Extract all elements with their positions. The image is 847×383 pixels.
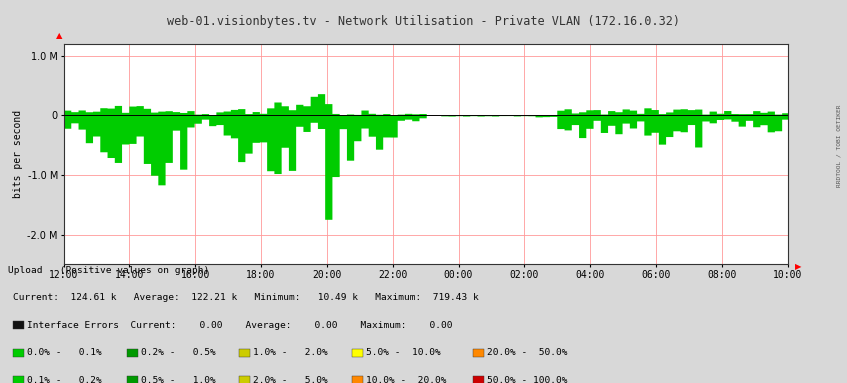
Text: ▶: ▶ xyxy=(794,262,801,271)
Text: 0.1% -   0.2%: 0.1% - 0.2% xyxy=(27,376,102,383)
Y-axis label: bits per second: bits per second xyxy=(14,110,24,198)
Text: Interface Errors  Current:    0.00    Average:    0.00    Maximum:    0.00: Interface Errors Current: 0.00 Average: … xyxy=(27,321,452,330)
Text: 0.5% -   1.0%: 0.5% - 1.0% xyxy=(141,376,216,383)
Text: 5.0% -  10.0%: 5.0% - 10.0% xyxy=(366,348,440,357)
Text: ▲: ▲ xyxy=(56,31,63,40)
Text: 0.2% -   0.5%: 0.2% - 0.5% xyxy=(141,348,216,357)
Text: 20.0% -  50.0%: 20.0% - 50.0% xyxy=(487,348,567,357)
Text: web-01.visionbytes.tv - Network Utilisation - Private VLAN (172.16.0.32): web-01.visionbytes.tv - Network Utilisat… xyxy=(167,15,680,28)
Text: 0.0% -   0.1%: 0.0% - 0.1% xyxy=(27,348,102,357)
Text: 2.0% -   5.0%: 2.0% - 5.0% xyxy=(253,376,328,383)
Text: Upload   (Positive values on graph): Upload (Positive values on graph) xyxy=(8,265,210,275)
Text: Current:  124.61 k   Average:  122.21 k   Minimum:   10.49 k   Maximum:  719.43 : Current: 124.61 k Average: 122.21 k Mini… xyxy=(13,293,479,302)
Text: 1.0% -   2.0%: 1.0% - 2.0% xyxy=(253,348,328,357)
Text: 50.0% - 100.0%: 50.0% - 100.0% xyxy=(487,376,567,383)
Text: RRDTOOL / TOBI OETIKER: RRDTOOL / TOBI OETIKER xyxy=(836,104,841,187)
Text: 10.0% -  20.0%: 10.0% - 20.0% xyxy=(366,376,446,383)
